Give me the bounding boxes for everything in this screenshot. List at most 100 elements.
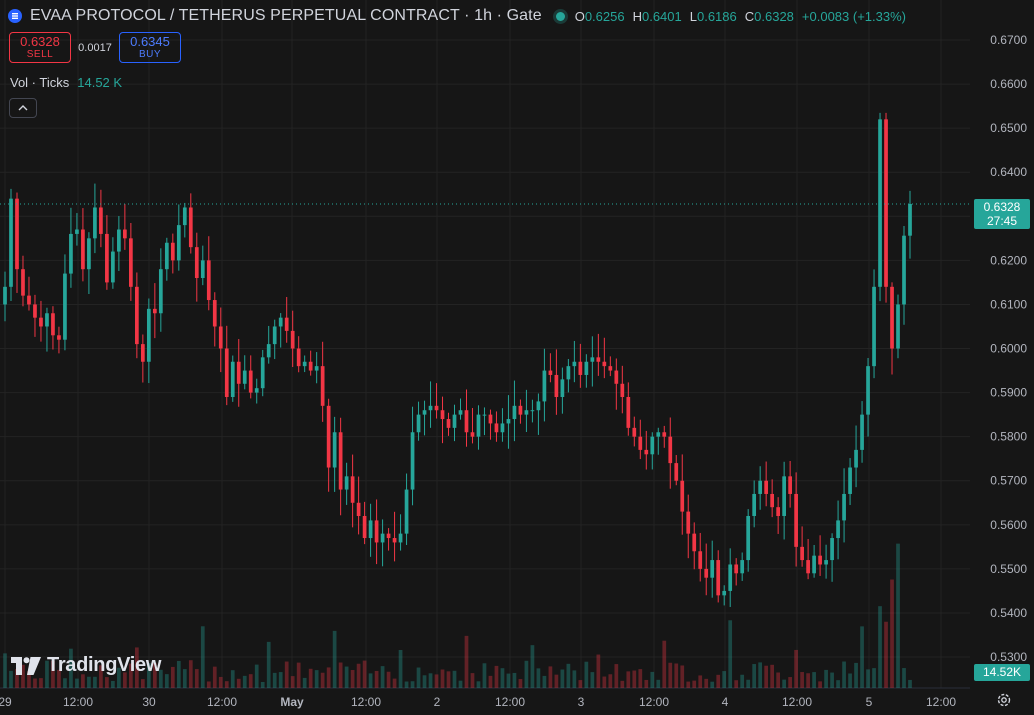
chevron-up-icon bbox=[18, 105, 28, 111]
candle-body bbox=[416, 414, 421, 433]
y-tick-label: 0.5400 bbox=[990, 606, 1027, 620]
candle-body bbox=[842, 493, 846, 521]
volume-bar bbox=[794, 649, 798, 688]
volume-bar bbox=[308, 668, 313, 688]
volume-bar bbox=[812, 672, 816, 688]
x-tick-label: 12:00 bbox=[926, 695, 956, 709]
candle-body bbox=[866, 366, 870, 415]
volume-bar bbox=[386, 671, 391, 688]
candle-body bbox=[458, 410, 463, 415]
y-tick-label: 0.6000 bbox=[990, 342, 1027, 356]
volume-bar bbox=[680, 665, 685, 688]
symbol-title[interactable]: EVAA PROTOCOL / TETHERUS PERPETUAL CONTR… bbox=[30, 7, 542, 24]
candle-body bbox=[320, 366, 325, 406]
volume-bar bbox=[266, 641, 271, 688]
candle-body bbox=[188, 207, 193, 248]
volume-legend[interactable]: Vol · Ticks 14.52 K bbox=[10, 75, 122, 90]
spread-value: 0.0017 bbox=[78, 41, 112, 54]
buy-button[interactable]: 0.6345 BUY bbox=[119, 32, 181, 63]
volume-bar bbox=[866, 669, 870, 688]
x-tick-label: 12:00 bbox=[495, 695, 525, 709]
candle-body bbox=[764, 480, 769, 494]
candle-body bbox=[99, 207, 103, 234]
change-value: +0.0083 (+1.33%) bbox=[801, 8, 906, 24]
y-tick-label: 0.6100 bbox=[990, 297, 1027, 311]
x-tick-label: 3 bbox=[578, 695, 585, 709]
volume-bar bbox=[722, 671, 727, 688]
volume-bar bbox=[140, 679, 145, 688]
candle-body bbox=[87, 238, 91, 270]
x-tick-label: May bbox=[280, 695, 304, 709]
volume-bar bbox=[446, 671, 451, 688]
tradingview-logo[interactable]: TradingView bbox=[11, 654, 161, 677]
volume-bar bbox=[117, 667, 121, 688]
volume-bar bbox=[620, 680, 625, 688]
volume-bar bbox=[260, 681, 265, 688]
y-tick-label: 0.5500 bbox=[990, 562, 1027, 576]
volume-bar bbox=[746, 679, 751, 688]
volume-bar bbox=[374, 670, 379, 688]
volume-bar bbox=[656, 679, 661, 688]
candle-body bbox=[740, 560, 745, 574]
candle-body bbox=[470, 432, 475, 437]
candle-body bbox=[722, 590, 727, 596]
candle-body bbox=[194, 247, 199, 278]
settings-gear-icon[interactable] bbox=[996, 692, 1012, 708]
candle-body bbox=[374, 520, 379, 543]
volume-bar bbox=[326, 667, 331, 688]
candle-body bbox=[902, 235, 906, 305]
volume-bar bbox=[105, 677, 109, 688]
last-price-label: 0.6328 27:45 bbox=[974, 199, 1030, 229]
volume-bar bbox=[698, 675, 703, 688]
candle-body bbox=[344, 476, 349, 490]
low-value: 0.6186 bbox=[696, 8, 737, 24]
volume-bar bbox=[21, 664, 25, 688]
volume-bar bbox=[524, 660, 529, 688]
volume-bar bbox=[494, 665, 499, 688]
volume-label: Vol · Ticks bbox=[10, 75, 70, 90]
sell-label: SELL bbox=[26, 48, 54, 60]
volume-bar bbox=[758, 662, 763, 688]
volume-bar bbox=[818, 681, 822, 688]
candle-body bbox=[488, 414, 493, 424]
candle-body bbox=[290, 330, 295, 349]
candle-body bbox=[614, 370, 619, 384]
candle-body bbox=[698, 551, 703, 569]
candle-body bbox=[248, 370, 253, 393]
y-tick-label: 0.5800 bbox=[990, 430, 1027, 444]
volume-value-label: 14.52K bbox=[974, 664, 1030, 681]
x-tick-label: 2 bbox=[434, 695, 441, 709]
candle-body bbox=[692, 533, 697, 552]
candle-body bbox=[446, 419, 451, 428]
candle-body bbox=[152, 308, 157, 314]
volume-bar bbox=[614, 664, 619, 688]
sell-button[interactable]: 0.6328 SELL bbox=[9, 32, 71, 63]
candle-body bbox=[806, 560, 810, 574]
market-status-icon[interactable] bbox=[555, 11, 565, 21]
candle-body bbox=[656, 432, 661, 437]
candle-body bbox=[860, 414, 864, 450]
volume-bar bbox=[800, 672, 804, 688]
candle-body bbox=[236, 361, 241, 384]
volume-bar bbox=[15, 669, 19, 688]
candle-body bbox=[680, 480, 685, 512]
candle-body bbox=[356, 502, 361, 516]
candle-body bbox=[674, 463, 679, 481]
candle-body bbox=[224, 348, 229, 397]
candle-body bbox=[51, 313, 55, 336]
candle-body bbox=[296, 348, 301, 367]
collapse-legend-button[interactable] bbox=[9, 98, 37, 118]
volume-bar bbox=[194, 669, 199, 688]
candle-body bbox=[164, 242, 169, 270]
low-key: L bbox=[689, 8, 697, 24]
candle-body bbox=[170, 242, 175, 261]
volume-bar bbox=[218, 676, 223, 688]
volume-bar bbox=[170, 666, 175, 688]
candle-body bbox=[117, 229, 121, 252]
candle-body bbox=[884, 119, 888, 287]
candle-body bbox=[668, 436, 673, 464]
symbol-logo-icon bbox=[8, 9, 22, 23]
volume-bar bbox=[230, 670, 235, 688]
candle-body bbox=[662, 432, 667, 437]
